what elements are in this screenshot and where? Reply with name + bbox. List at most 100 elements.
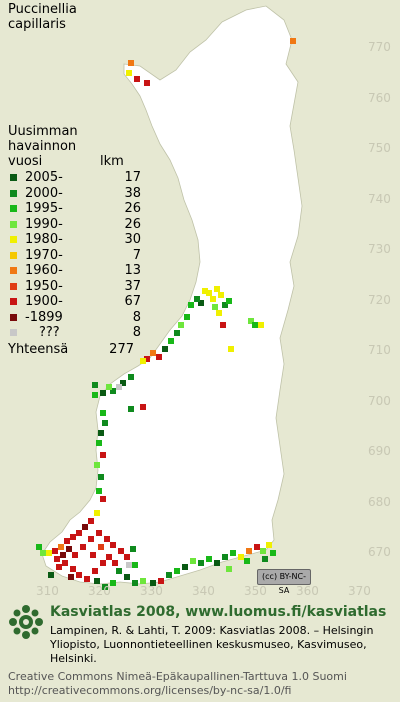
x-tick-label: 310	[36, 584, 59, 598]
observation-square	[132, 580, 138, 586]
legend-year: 1995-	[25, 201, 63, 217]
y-tick-label: 730	[368, 242, 391, 256]
observation-square	[222, 302, 228, 308]
observation-square	[150, 580, 156, 586]
observation-square	[96, 488, 102, 494]
observation-square	[120, 380, 126, 386]
observation-square	[230, 550, 236, 556]
observation-square	[246, 548, 252, 554]
observation-square	[60, 552, 66, 558]
observation-square	[126, 70, 132, 76]
observation-square	[88, 518, 94, 524]
legend-row: ??? 8	[8, 325, 141, 341]
observation-square	[104, 536, 110, 542]
cc-license-badge[interactable]: (cc) BY-NC-SA	[257, 569, 311, 595]
observation-square	[158, 578, 164, 584]
legend-total: Yhteensä 277	[8, 342, 141, 357]
legend-count: 7	[132, 247, 141, 263]
x-tick-label: 330	[140, 584, 163, 598]
observation-square	[100, 410, 106, 416]
observation-square	[214, 286, 220, 292]
observation-square	[202, 288, 208, 294]
legend-count: 30	[124, 232, 141, 248]
observation-square	[168, 338, 174, 344]
observation-square	[124, 574, 130, 580]
observation-square	[188, 302, 194, 308]
legend-row: 1950- 37	[8, 279, 141, 295]
legend-swatch	[10, 236, 17, 244]
observation-square	[190, 558, 196, 564]
observation-square	[144, 80, 150, 86]
observation-square	[212, 304, 218, 310]
observation-square	[116, 568, 122, 574]
observation-square	[88, 536, 94, 542]
legend-row: 2000- 38	[8, 186, 141, 202]
legend-year: 1980-	[25, 232, 63, 248]
observation-square	[102, 584, 108, 590]
observation-square	[66, 546, 72, 552]
observation-square	[226, 566, 232, 572]
observation-square	[260, 548, 266, 554]
brand-link[interactable]: Kasviatlas 2008, www.luomus.fi/kasviatla…	[50, 604, 387, 620]
legend-total-label: Yhteensä	[8, 341, 69, 357]
observation-square	[112, 560, 118, 566]
observation-square	[70, 566, 76, 572]
observation-square	[72, 552, 78, 558]
observation-square	[110, 542, 116, 548]
legend-count: 8	[132, 309, 141, 325]
observation-square	[210, 296, 216, 302]
license-line1: Creative Commons Nimeä-Epäkaupallinen-Ta…	[8, 670, 347, 683]
observation-square	[92, 568, 98, 574]
legend-count: 37	[124, 278, 141, 294]
x-tick-label: 350	[244, 584, 267, 598]
legend-count: 13	[124, 263, 141, 279]
observation-square	[62, 560, 68, 566]
legend-swatch	[10, 329, 17, 337]
observation-square	[84, 576, 90, 582]
observation-square	[184, 314, 190, 320]
legend-year: 2005-	[25, 170, 63, 186]
observation-square	[100, 496, 106, 502]
legend-year: 1990-	[25, 216, 63, 232]
legend-count: 17	[124, 170, 141, 186]
observation-square	[110, 580, 116, 586]
y-tick-label: 720	[368, 292, 391, 307]
license-text: Creative Commons Nimeä-Epäkaupallinen-Ta…	[8, 670, 398, 698]
species-name-line2: capillaris	[8, 17, 66, 32]
observation-square	[134, 76, 140, 82]
legend-swatch	[10, 267, 17, 275]
observation-square	[64, 538, 70, 544]
observation-square	[98, 544, 104, 550]
observation-square	[48, 572, 54, 578]
observation-square	[128, 374, 134, 380]
legend-swatch	[10, 205, 17, 213]
observation-square	[94, 462, 100, 468]
observation-square	[130, 546, 136, 552]
y-tick-label: 710	[368, 343, 391, 357]
observation-square	[258, 322, 264, 328]
observation-square	[238, 554, 244, 560]
legend-total-count: 277	[109, 341, 134, 357]
observation-square	[262, 556, 268, 562]
observation-square	[132, 562, 138, 568]
observation-square	[96, 440, 102, 446]
observation-square	[56, 564, 62, 570]
legend-swatch	[10, 298, 17, 306]
observation-square	[178, 322, 184, 328]
legend-row: 1970- 7	[8, 248, 141, 264]
observation-square	[116, 384, 122, 390]
observation-square	[70, 534, 76, 540]
observation-square	[128, 406, 134, 412]
y-tick-label: 690	[368, 444, 391, 458]
observation-square	[216, 310, 222, 316]
observation-square	[174, 568, 180, 574]
legend-year: -1899	[25, 309, 63, 325]
observation-square	[94, 578, 100, 584]
observation-square	[290, 38, 296, 44]
license-url[interactable]: http://creativecommons.org/licenses/by-n…	[8, 684, 292, 697]
observation-square	[226, 298, 232, 304]
y-tick-label: 670	[368, 545, 391, 559]
observation-square	[92, 392, 98, 398]
legend: 2005- 17 2000- 38 1995- 26 1990- 26 1980- 30 1970-…	[8, 170, 141, 357]
observation-square	[194, 296, 200, 302]
